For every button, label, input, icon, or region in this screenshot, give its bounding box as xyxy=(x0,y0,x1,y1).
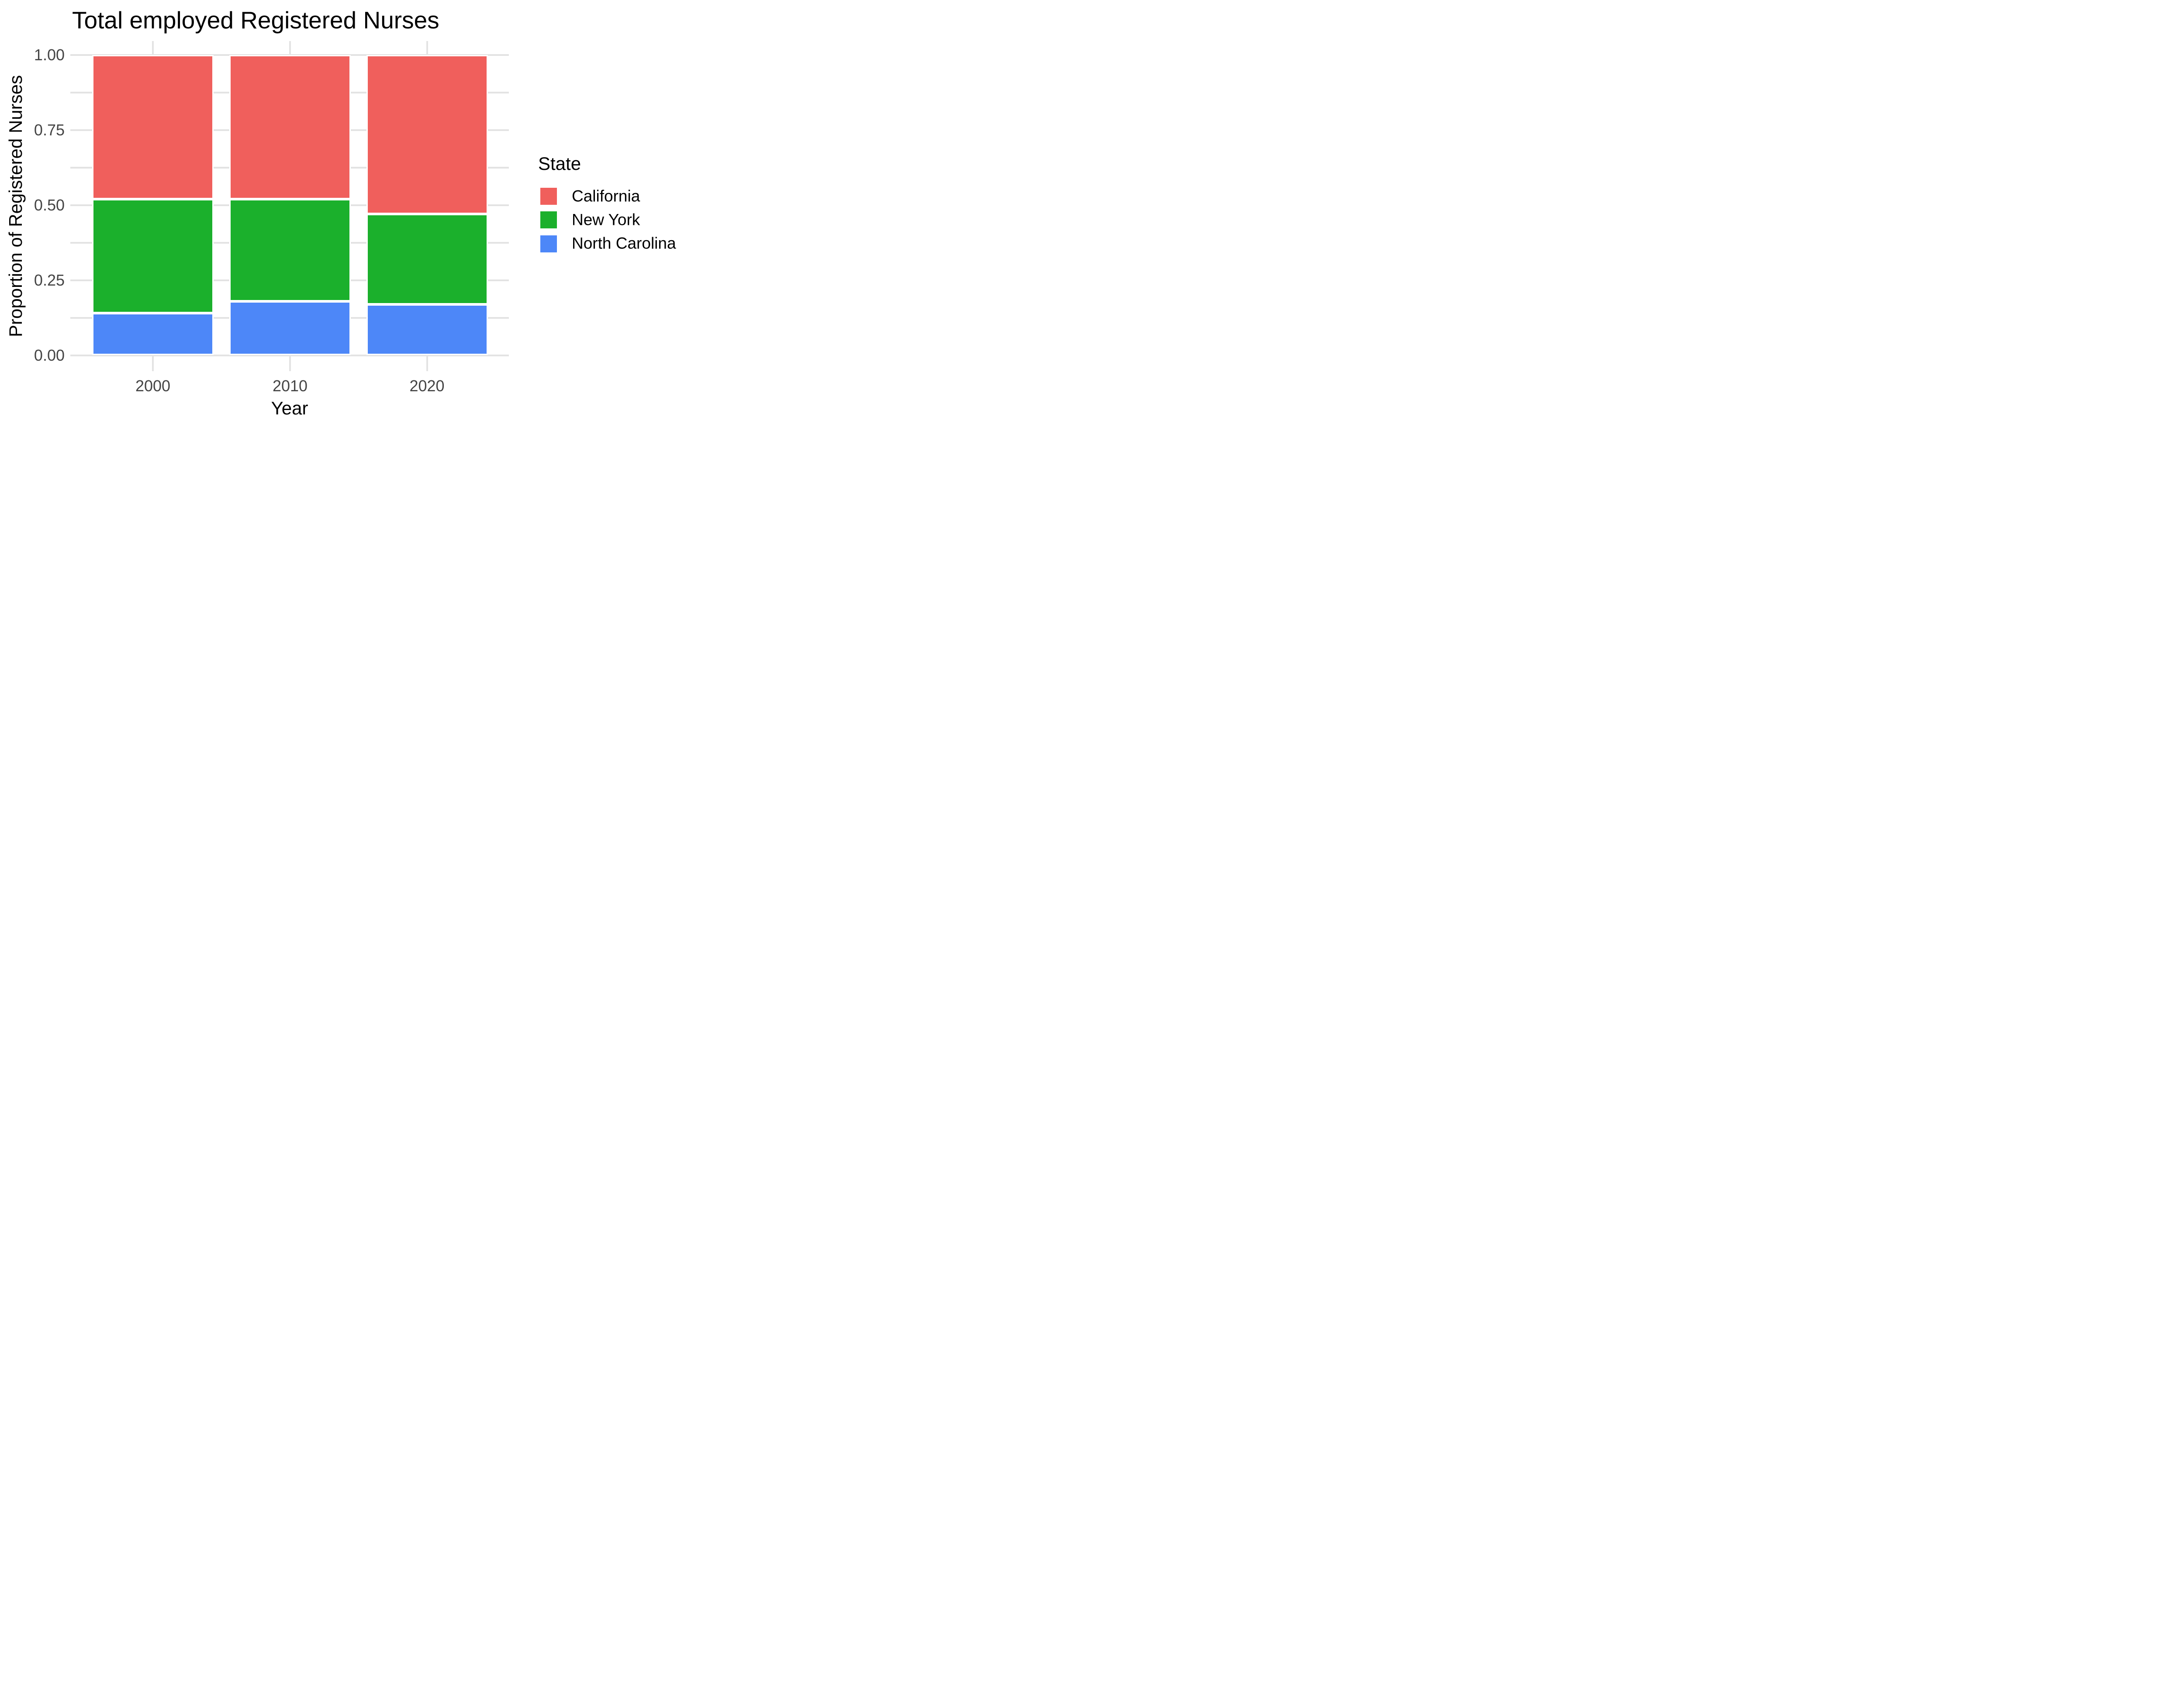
legend-swatch xyxy=(540,235,557,252)
legend-label: North Carolina xyxy=(572,234,676,252)
legend-item: California xyxy=(540,187,684,205)
bar-segment xyxy=(366,214,488,304)
legend-item: North Carolina xyxy=(540,235,684,252)
y-tick-label: 0.25 xyxy=(34,271,65,289)
x-axis-title: Year xyxy=(271,398,308,418)
x-tick-label: 2000 xyxy=(135,377,171,395)
y-tick-label: 0.00 xyxy=(34,346,65,364)
legend-swatch xyxy=(540,211,557,229)
bar-segment xyxy=(92,199,214,314)
chart-figure: Total employed Registered Nurses Proport… xyxy=(0,0,688,425)
chart-title: Total employed Registered Nurses xyxy=(72,7,439,34)
bar-segment xyxy=(229,199,351,301)
x-tick-label: 2020 xyxy=(409,377,445,395)
bar-segment xyxy=(366,55,488,214)
legend-swatch xyxy=(540,188,557,205)
bar-segment xyxy=(92,313,214,355)
legend: State California New York North Carolina xyxy=(537,154,688,267)
y-tick-label: 0.50 xyxy=(34,196,65,214)
y-tick-label: 1.00 xyxy=(34,46,65,64)
legend-title: State xyxy=(538,153,581,174)
bar-segment xyxy=(229,55,351,200)
legend-label: New York xyxy=(572,210,640,229)
bar-segment xyxy=(229,301,351,355)
legend-item: New York xyxy=(540,210,684,229)
legend-label: California xyxy=(572,187,640,205)
bar-segment xyxy=(92,55,214,200)
x-tick-label: 2010 xyxy=(272,377,308,395)
y-tick-label: 0.75 xyxy=(34,121,65,139)
bar-segment xyxy=(366,304,488,355)
